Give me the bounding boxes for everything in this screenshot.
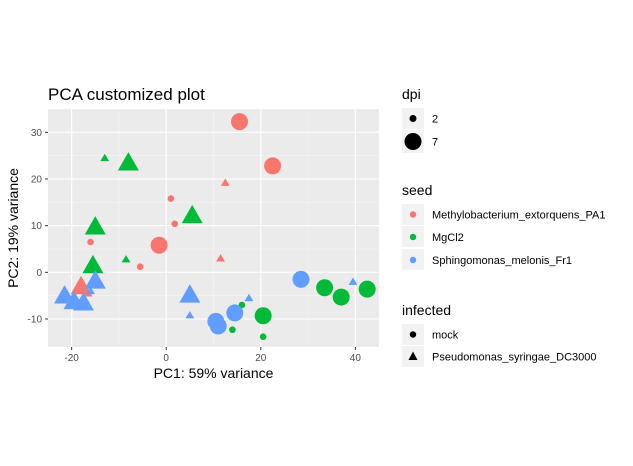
- y-tick-label: 30: [31, 128, 43, 139]
- legend-infected-pseudomonas-marker: [408, 351, 418, 360]
- grid-lines: [48, 109, 379, 347]
- legend-seed-mgcl2-label: MgCl2: [432, 232, 464, 244]
- scatter-point: [87, 238, 94, 246]
- scatter-point: [348, 277, 358, 285]
- scatter-point: [254, 307, 272, 325]
- y-tick-label: 10: [31, 221, 43, 232]
- legend-seed-sphingomonas-label: Sphingomonas_melonis_Fr1: [432, 255, 572, 267]
- scatter-point: [209, 317, 227, 335]
- y-tick-label: 20: [31, 175, 43, 186]
- scatter-point: [117, 152, 139, 171]
- legend-dpi: dpi 2 7: [402, 86, 438, 153]
- legend-dpi-7-marker: [404, 133, 422, 150]
- legend-seed-methylobacterium-label: Methylobacterium_extorquens_PA1: [432, 210, 605, 222]
- legend-infected-pseudomonas-label: Pseudomonas_syringae_DC3000: [432, 352, 597, 364]
- legend-infected-mock-marker: [409, 331, 417, 338]
- scatter-point: [171, 220, 179, 228]
- scatter-point: [84, 216, 106, 235]
- chart-title: PCA customized plot: [48, 85, 205, 104]
- legend-dpi-title: dpi: [402, 86, 421, 102]
- scatter-point: [100, 153, 110, 162]
- legend-dpi-7-label: 7: [432, 137, 438, 149]
- legend-dpi-2-marker: [409, 115, 417, 122]
- scatter-point: [231, 113, 249, 131]
- legend-seed-title: seed: [402, 182, 432, 198]
- scatter-point: [136, 263, 144, 271]
- scatter-point: [185, 311, 195, 319]
- x-axis-ticks: -20 0 20 40: [64, 347, 361, 364]
- scatter-point: [181, 204, 203, 224]
- scatter-point: [167, 195, 175, 202]
- scatter-point: [226, 304, 244, 322]
- scatter-point: [72, 292, 94, 311]
- x-tick-label: 20: [255, 353, 267, 364]
- scatter-point: [121, 255, 131, 263]
- scatter-point: [264, 157, 282, 175]
- scatter-point: [316, 279, 334, 297]
- scatter-point: [70, 275, 92, 295]
- scatter-point: [56, 297, 64, 304]
- scatter-point: [150, 236, 168, 254]
- x-axis-label: PC1: 59% variance: [154, 365, 274, 381]
- scatter-point: [216, 254, 225, 262]
- scatter-point: [179, 284, 201, 303]
- legend-seed-sphingomonas-marker: [409, 256, 417, 264]
- scatter-point: [84, 270, 106, 289]
- legend-seed-mgcl2-marker: [409, 233, 417, 241]
- scatter-point: [259, 333, 267, 341]
- scatter-point: [220, 178, 230, 186]
- scatter-point: [86, 286, 95, 295]
- y-tick-label: 0: [36, 268, 42, 279]
- legend-infected-mock-label: mock: [432, 330, 459, 342]
- x-tick-label: 40: [350, 353, 362, 364]
- y-axis-ticks: -10 0 10 20 30: [28, 128, 48, 326]
- scatter-point: [229, 326, 236, 334]
- data-points: [54, 113, 376, 341]
- scatter-point: [358, 280, 376, 298]
- y-tick-label: -10: [28, 315, 43, 326]
- legend-seed: seed Methylobacterium_extorquens_PA1 MgC…: [402, 182, 605, 270]
- x-tick-label: 0: [163, 353, 169, 364]
- legend-infected-title: infected: [402, 302, 451, 318]
- legend-dpi-2-label: 2: [432, 114, 438, 126]
- scatter-point: [292, 270, 310, 288]
- scatter-point: [82, 254, 104, 274]
- legend-infected: infected mock Pseudomonas_syringae_DC300…: [402, 302, 597, 367]
- x-tick-label: -20: [64, 353, 79, 364]
- scatter-point: [244, 293, 254, 302]
- scatter-point: [332, 288, 350, 306]
- legend-seed-methylobacterium-marker: [409, 211, 417, 218]
- y-axis-label: PC2: 19% variance: [5, 168, 21, 288]
